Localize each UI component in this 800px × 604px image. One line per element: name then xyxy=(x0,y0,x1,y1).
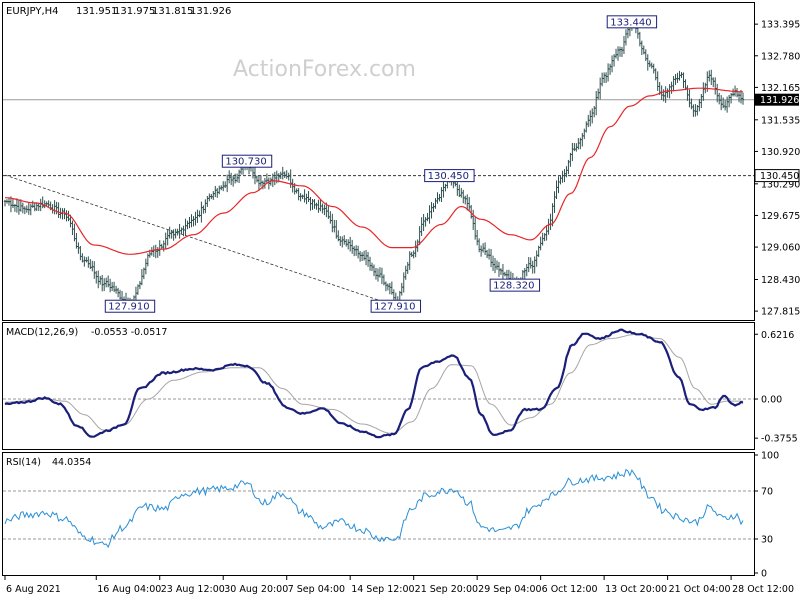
price-pane xyxy=(2,2,755,321)
time-tick-label: 23 Aug 12:00 xyxy=(161,584,225,595)
annotation-label: 130.450 xyxy=(428,171,469,182)
time-axis: 6 Aug 2021 16 Aug 04:00 23 Aug 12:00 30 Aug… xyxy=(4,576,794,595)
axis-tick-label: 30 xyxy=(761,535,773,546)
axis-tick-label: 133.395 xyxy=(761,20,800,31)
close-value: 131.926 xyxy=(190,6,231,17)
rsi-axis: 100 70 30 0 xyxy=(754,451,779,580)
current-price-label: 131.926 xyxy=(760,95,799,106)
time-tick-label: 29 Sep 04:00 xyxy=(478,584,541,595)
annotation-box xyxy=(104,299,156,313)
level-price-box xyxy=(754,169,800,183)
axis-tick-label: 0.6216 xyxy=(761,330,794,341)
axis-tick-label: -0.3755 xyxy=(761,434,798,445)
macd-indicator-label: MACD(12,26,9) xyxy=(6,327,78,338)
level-price-label: 130.450 xyxy=(760,171,799,182)
watermark: ActionForex.com xyxy=(233,57,416,82)
moving-average-line xyxy=(4,87,743,255)
axis-tick-label: 132.780 xyxy=(761,51,800,62)
macd-pane xyxy=(2,322,755,450)
annotation-label: 128.320 xyxy=(493,281,534,292)
open-value: 131.951 xyxy=(76,6,117,17)
high-value: 131.975 xyxy=(114,6,155,17)
annotation-label: 130.730 xyxy=(225,157,266,168)
time-tick-label: 6 Aug 2021 xyxy=(6,584,61,595)
time-tick-label: 21 Oct 04:00 xyxy=(669,584,731,595)
time-tick-label: 28 Oct 12:00 xyxy=(732,584,794,595)
annotation-box xyxy=(221,154,273,168)
falling-trendline xyxy=(4,174,394,306)
axis-tick-label: 129.675 xyxy=(761,211,800,222)
axis-tick-label: 130.290 xyxy=(761,179,800,190)
time-tick-label: 14 Sep 12:00 xyxy=(351,584,414,595)
price-guide-lines xyxy=(3,99,754,306)
annotation-label: 133.440 xyxy=(610,17,651,28)
axis-tick-label: 0 xyxy=(761,569,767,580)
time-tick-label: 21 Sep 20:00 xyxy=(415,584,478,595)
annotation-box xyxy=(370,299,422,313)
annotation-label: 127.910 xyxy=(108,302,149,313)
axis-tick-label: 100 xyxy=(761,451,779,462)
axis-tick-label: 132.165 xyxy=(761,83,800,94)
annotation-box xyxy=(489,278,541,292)
time-tick-label: 13 Oct 20:00 xyxy=(605,584,667,595)
current-price-box xyxy=(755,93,799,106)
axis-tick-label: 129.060 xyxy=(761,243,800,254)
symbol-label: EURJPY,H4 xyxy=(6,6,59,17)
rsi-pane xyxy=(2,452,755,576)
macd-axis: 0.6216 0.00 -0.3755 xyxy=(754,330,798,445)
axis-tick-label: 131.535 xyxy=(761,115,800,126)
rsi-guide-lines xyxy=(3,490,754,540)
axis-tick-label: 128.430 xyxy=(761,275,800,286)
time-tick-label: 30 Aug 20:00 xyxy=(224,584,288,595)
macd-line xyxy=(4,328,744,439)
axis-tick-label: 130.920 xyxy=(761,147,800,158)
time-tick-label: 16 Aug 04:00 xyxy=(97,584,161,595)
time-tick-label: 7 Sep 04:00 xyxy=(288,584,345,595)
annotation-label: 127.910 xyxy=(374,302,415,313)
annotation-box xyxy=(606,15,658,29)
low-value: 131.815 xyxy=(152,6,193,17)
macd-signal-line xyxy=(4,333,743,434)
annotation-box xyxy=(424,169,475,183)
price-axis: 133.395 132.780 132.165 131.535 130.920 130.2… xyxy=(754,20,800,318)
time-tick-label: 6 Oct 12:00 xyxy=(542,584,598,595)
rsi-line xyxy=(4,468,744,549)
macd-indicator-values: -0.0553 -0.0517 xyxy=(91,327,167,338)
candles xyxy=(3,19,745,311)
rsi-indicator-values: 44.0354 xyxy=(52,457,91,468)
price-annotations: 127.910 130.730 127.910 130.450 128.320 133.4… xyxy=(104,15,658,313)
rsi-indicator-label: RSI(14) xyxy=(6,457,41,468)
axis-tick-label: 0.00 xyxy=(761,395,782,406)
axis-tick-label: 127.815 xyxy=(761,307,800,318)
axis-tick-label: 70 xyxy=(761,487,773,498)
